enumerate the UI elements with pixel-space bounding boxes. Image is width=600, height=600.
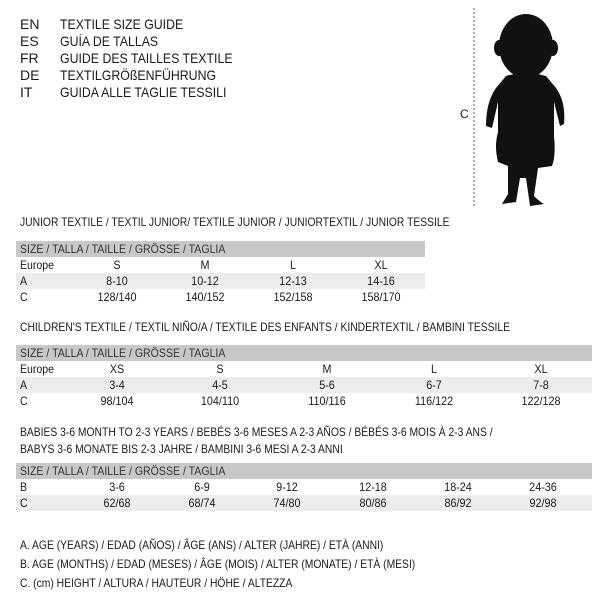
- cell: 110/116: [308, 394, 346, 408]
- cell: 128/140: [97, 290, 137, 304]
- row-label: A: [20, 378, 28, 392]
- title-fr: GUIDE DES TAILLES TEXTILE: [60, 50, 233, 66]
- junior-table: SIZE / TALLA / TAILLE / GRÖSSE / TAGLIA …: [16, 241, 425, 305]
- size-header-row: SIZE / TALLA / TAILLE / GRÖSSE / TAGLIA: [16, 463, 592, 479]
- cell: 116/122: [414, 394, 454, 408]
- table-row: B 3-6 6-9 9-12 12-18 18-24 24-36: [16, 479, 592, 495]
- row-label: B: [20, 480, 28, 494]
- cell: 12-13: [279, 274, 307, 288]
- legend: A. AGE (YEARS) / EDAD (AÑOS) / ÂGE (ANS)…: [20, 536, 480, 593]
- title-es: GUÍA DE TALLAS: [60, 33, 159, 49]
- size-header-row: SIZE / TALLA / TAILLE / GRÖSSE / TAGLIA: [16, 345, 592, 361]
- row-label: Europe: [20, 258, 55, 272]
- cell: 6-9: [194, 480, 210, 494]
- cell: 80/86: [359, 496, 387, 510]
- lang-code: FR: [20, 50, 39, 66]
- cell: 158/170: [361, 290, 401, 304]
- size-header: SIZE / TALLA / TAILLE / GRÖSSE / TAGLIA: [20, 346, 226, 360]
- size-header-row: SIZE / TALLA / TAILLE / GRÖSSE / TAGLIA: [16, 241, 425, 257]
- height-label: C: [460, 107, 469, 121]
- cell: M: [200, 258, 210, 272]
- cell: 7-8: [533, 378, 549, 392]
- cell: L: [289, 258, 297, 272]
- size-header: SIZE / TALLA / TAILLE / GRÖSSE / TAGLIA: [20, 242, 226, 256]
- cell: 10-12: [191, 274, 219, 288]
- cell: 74/80: [273, 496, 301, 510]
- lang-code: EN: [20, 16, 40, 32]
- cell: M: [322, 362, 332, 376]
- cell: 86/92: [444, 496, 472, 510]
- cell: 9-12: [276, 480, 298, 494]
- cell: 8-10: [106, 274, 128, 288]
- junior-title: JUNIOR TEXTILE / TEXTIL JUNIOR/ TEXTILE …: [20, 215, 450, 229]
- cell: XL: [374, 258, 388, 272]
- cell: S: [113, 258, 121, 272]
- cell: L: [430, 362, 438, 376]
- row-label: Europe: [20, 362, 55, 376]
- cell: 3-6: [109, 480, 125, 494]
- lang-code: ES: [20, 33, 39, 49]
- babies-title-line1: BABIES 3-6 MONTH TO 2-3 YEARS / BEBÉS 3-…: [20, 425, 493, 439]
- cell: 4-5: [212, 378, 228, 392]
- children-title: CHILDREN'S TEXTILE / TEXTIL NIÑO/A / TEX…: [20, 320, 511, 334]
- table-row: A 8-10 10-12 12-13 14-16: [16, 273, 425, 289]
- table-row: C 98/104 104/110 110/116 116/122 122/128: [16, 393, 592, 409]
- legend-a: A. AGE (YEARS) / EDAD (AÑOS) / ÂGE (ANS)…: [20, 538, 384, 552]
- cell: 104/110: [200, 394, 240, 408]
- lang-code: DE: [20, 67, 40, 83]
- cell: 24-36: [529, 480, 557, 494]
- babies-title-line2: BABYS 3-6 MONATE BIS 2-3 JAHRE / BAMBINI…: [20, 442, 343, 456]
- cell: 122/128: [521, 394, 561, 408]
- table-row: Europe S M L XL: [16, 257, 425, 273]
- title-en: TEXTILE SIZE GUIDE: [60, 16, 184, 32]
- cell: XS: [109, 362, 125, 376]
- row-label: C: [20, 394, 28, 408]
- legend-c: C. (cm) HEIGHT / ALTURA / HAUTEUR / HÖHE…: [20, 576, 293, 590]
- cell: 18-24: [444, 480, 472, 494]
- cell: 98/104: [100, 394, 134, 408]
- row-label: C: [20, 290, 28, 304]
- title-de: TEXTILGRÖßENFÜHRUNG: [60, 67, 217, 83]
- cell: 140/152: [185, 290, 225, 304]
- table-row: A 3-4 4-5 5-6 6-7 7-8: [16, 377, 592, 393]
- babies-table: SIZE / TALLA / TAILLE / GRÖSSE / TAGLIA …: [16, 463, 592, 511]
- cell: 92/98: [529, 496, 557, 510]
- cell: 68/74: [188, 496, 216, 510]
- cell: 5-6: [319, 378, 335, 392]
- cell: 152/158: [273, 290, 313, 304]
- cell: XL: [534, 362, 548, 376]
- children-table: SIZE / TALLA / TAILLE / GRÖSSE / TAGLIA …: [16, 345, 592, 409]
- baby-silhouette-icon: [473, 8, 565, 208]
- lang-code: IT: [20, 84, 33, 100]
- table-row: C 62/68 68/74 74/80 80/86 86/92 92/98: [16, 495, 592, 511]
- size-header: SIZE / TALLA / TAILLE / GRÖSSE / TAGLIA: [20, 464, 226, 478]
- cell: 3-4: [109, 378, 125, 392]
- cell: 12-18: [359, 480, 387, 494]
- table-row: C 128/140 140/152 152/158 158/170: [16, 289, 425, 305]
- cell: 6-7: [426, 378, 442, 392]
- title-it: GUIDA ALLE TAGLIE TESSILI: [60, 84, 227, 100]
- cell: 62/68: [103, 496, 131, 510]
- table-row: Europe XS S M L XL: [16, 361, 592, 377]
- cell: 14-16: [367, 274, 395, 288]
- cell: S: [216, 362, 224, 376]
- row-label: A: [20, 274, 28, 288]
- row-label: C: [20, 496, 28, 510]
- legend-b: B. AGE (MONTHS) / EDAD (MESES) / ÂGE (MO…: [20, 557, 416, 571]
